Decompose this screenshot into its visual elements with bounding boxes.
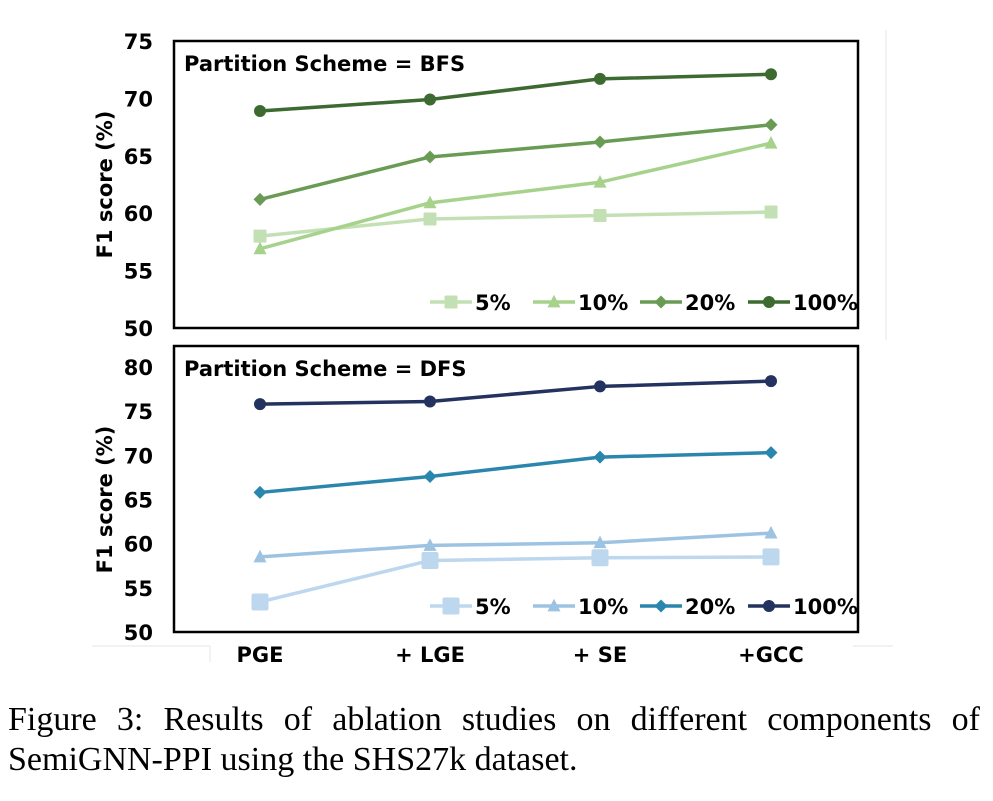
- data-point: [251, 593, 269, 611]
- y-tick-label: 65: [124, 145, 153, 169]
- legend-label: 100%: [793, 291, 858, 315]
- data-point: [764, 205, 778, 219]
- legend-label: 5%: [475, 291, 511, 315]
- x-tick-label: + LGE: [395, 643, 465, 667]
- y-tick-label: 60: [124, 202, 153, 226]
- legend-marker: [547, 598, 561, 612]
- legend-label: 20%: [685, 595, 735, 619]
- data-point: [764, 118, 778, 132]
- data-point: [765, 68, 777, 81]
- data-point: [253, 229, 267, 243]
- legend-marker: [444, 295, 458, 309]
- series-line: [258, 141, 773, 251]
- data-point: [593, 135, 607, 149]
- data-point: [253, 192, 267, 206]
- data-point: [593, 535, 607, 549]
- data-point: [764, 525, 778, 539]
- y-axis-label: F1 score (%): [93, 426, 117, 574]
- data-point: [423, 538, 437, 551]
- data-point: [424, 93, 436, 106]
- series-line: [258, 379, 773, 406]
- series-line: [258, 531, 773, 559]
- y-tick-label: 55: [124, 577, 153, 601]
- y-tick-label: 60: [124, 533, 153, 557]
- x-tick-label: +GCC: [738, 643, 804, 667]
- legend-marker: [763, 600, 775, 612]
- y-tick-label: 70: [124, 444, 153, 468]
- series-line: [258, 210, 773, 238]
- legend-marker: [654, 295, 668, 309]
- y-tick-label: 50: [124, 317, 153, 341]
- series-line: [258, 450, 773, 495]
- figure-caption: Figure 3: Results of ablation studies on…: [8, 701, 980, 778]
- bfs-panel: 50 55 60 65 70 75 F1 score (%) Partition Scheme…: [93, 30, 860, 341]
- data-point: [423, 470, 437, 484]
- series-line: [258, 555, 773, 604]
- panel-label: Partition Scheme = BFS: [184, 52, 465, 76]
- data-point: [594, 72, 606, 85]
- y-tick-label: 65: [124, 489, 153, 513]
- data-point: [762, 548, 780, 566]
- legend-label: 10%: [578, 291, 628, 315]
- legend-marker: [547, 294, 561, 308]
- data-point: [253, 485, 267, 499]
- legend-marker: [763, 296, 775, 308]
- data-point: [253, 241, 267, 255]
- data-point: [593, 175, 607, 188]
- y-tick-label: 70: [124, 87, 153, 111]
- legend-label: 100%: [793, 595, 858, 619]
- data-point: [593, 450, 607, 464]
- panel-label: Partition Scheme = DFS: [184, 357, 467, 381]
- data-point: [254, 105, 266, 118]
- x-tick-label: PGE: [237, 643, 284, 667]
- data-point: [423, 212, 437, 226]
- y-tick-label: 55: [124, 260, 153, 284]
- data-point: [594, 380, 606, 393]
- y-tick-label: 75: [124, 400, 153, 424]
- data-point: [424, 395, 436, 408]
- data-point: [253, 549, 267, 563]
- data-point: [254, 398, 266, 411]
- legend-marker: [442, 597, 460, 615]
- series-line: [258, 72, 773, 113]
- legend-label: 5%: [475, 595, 511, 619]
- x-tick-label: + SE: [573, 643, 627, 667]
- legend-label: 10%: [578, 595, 628, 619]
- y-tick-label: 75: [124, 30, 153, 54]
- data-point: [764, 446, 778, 460]
- legend-marker: [654, 599, 668, 613]
- y-tick-label: 50: [124, 621, 153, 645]
- dfs-panel: 50 55 60 65 70 75 80 F1 score (%) Partition Sche…: [93, 344, 860, 645]
- legend-label: 20%: [685, 291, 735, 315]
- data-point: [423, 150, 437, 164]
- data-point: [421, 551, 439, 569]
- plot-frame: [172, 39, 860, 330]
- x-axis: PGE + LGE + SE +GCC: [237, 643, 804, 667]
- series-line: [258, 123, 773, 202]
- data-point: [765, 375, 777, 388]
- data-point: [764, 135, 778, 149]
- data-point: [423, 195, 437, 209]
- data-point: [591, 549, 609, 567]
- y-tick-label: 80: [124, 356, 153, 380]
- plot-frame: [172, 344, 860, 634]
- y-axis-label: F1 score (%): [93, 111, 117, 259]
- data-point: [593, 208, 607, 222]
